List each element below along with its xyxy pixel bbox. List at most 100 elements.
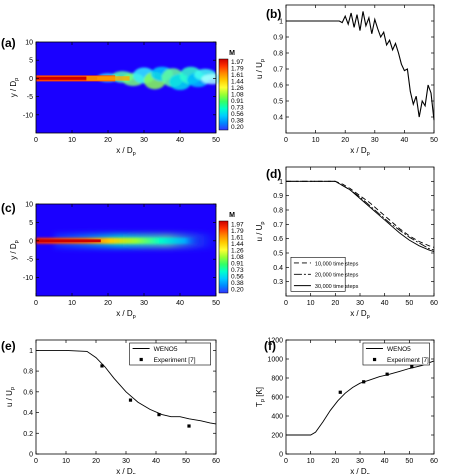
x-tick-label: 40 [401,137,409,144]
y-tick-label: 1000 [267,357,283,364]
y-tick-label: 0 [29,238,33,245]
legend: 10,000 time steps 20,000 time steps 30,000… [290,256,359,292]
colorbar-label: 1.79 [231,228,244,235]
jet-core-inner [36,239,101,243]
colorbar-title: M [229,212,235,219]
x-tick-label: 0 [284,458,288,465]
x-tick-label: 50 [430,137,438,144]
colorbar-label: 1.79 [231,66,244,73]
colorbar-label: 1.61 [231,72,244,79]
plot-area [286,5,434,133]
x-tick-label: 30 [356,458,364,465]
y-tick-label: -5 [27,257,33,264]
x-tick-label: 50 [212,137,220,144]
x-tick-label: 30 [140,300,148,307]
colorbar-label: 1.44 [231,79,244,86]
x-tick-label: 30 [371,137,379,144]
y-tick-label: -5 [27,94,33,101]
panel-e: (e) WENO5 Experiment [7] 0 10 20 30 40 50 60 1 0.8 0… [1,339,220,474]
x-axis-label: x / Dp [350,467,370,474]
colorbar-label: 1.26 [231,247,244,254]
panel-c: (c) M 1.971.791.611.441.261.080.910.730.56… [1,201,244,320]
legend-label: Experiment [7] [387,357,429,364]
legend-label: WENO5 [154,346,178,353]
colorbar-label: 1.08 [231,92,244,99]
x-tick-label: 40 [381,300,389,307]
y-axis-label: y / Dp [9,240,20,260]
x-tick-label: 0 [34,458,38,465]
experiment-marker [100,364,104,368]
x-tick-label: 50 [405,458,413,465]
panel-b: (b) 0 10 20 30 40 50 1 0.9 0.8 0.7 0.6 0.5 0.4 x / Dp u… [255,4,438,157]
jet-shear-layer [86,76,130,81]
y-axis-label: y / Dp [9,78,20,98]
colorbar-title: M [229,50,235,57]
y-tick-label: 1 [279,19,283,26]
y-tick-label: 0.7 [273,222,283,229]
y-tick-label: 0 [29,452,33,459]
x-tick-label: 0 [284,137,288,144]
colorbar-label: 0.91 [231,261,244,268]
x-tick-label: 10 [68,137,76,144]
colorbar-label: 1.08 [231,254,244,261]
colorbar-label: 0.73 [231,267,244,274]
x-axis-label: x / Dp [116,146,136,157]
y-tick-label: 800 [271,376,283,383]
colorbar-label: 0.20 [231,124,244,131]
y-tick-label: 0.8 [273,208,283,215]
y-tick-label: 0 [279,452,283,459]
y-tick-label: 0.5 [273,251,283,258]
x-tick-label: 0 [34,300,38,307]
jet-core-inner [36,77,98,80]
y-axis-label: Tp [K] [255,387,266,407]
legend-label: 10,000 time steps [315,261,359,267]
y-tick-label: -10 [23,112,33,119]
experiment-marker [187,424,191,428]
colorbar-label: 1.97 [231,221,244,228]
jet-plume [97,66,224,91]
y-tick-label: 0.4 [23,410,33,417]
x-tick-label: 60 [430,458,438,465]
x-axis-label: x / Dp [350,309,370,320]
y-tick-label: 0.4 [273,265,283,272]
x-tick-label: 30 [122,458,130,465]
y-tick-label: 0.6 [23,389,33,396]
x-tick-label: 60 [430,300,438,307]
x-axis-label: x / Dp [116,467,136,474]
x-tick-label: 20 [341,137,349,144]
colorbar-label: 0.91 [231,98,244,105]
y-axis-label: u / Up [255,59,266,79]
panel-label: (c) [1,201,16,215]
axes-frame [35,203,217,297]
x-tick-label: 50 [212,300,220,307]
x-tick-label: 60 [212,458,220,465]
y-tick-label: 0.8 [273,51,283,58]
x-tick-label: 20 [92,458,100,465]
panel-label: (a) [1,36,16,50]
panel-label: (b) [266,7,281,21]
y-tick-label: 1 [29,348,33,355]
x-tick-label: 20 [331,458,339,465]
y-tick-label: 10 [25,40,33,47]
y-tick-label: 0 [29,76,33,83]
contour-background [36,204,216,296]
axes-frame [35,41,217,134]
y-axis-label: u / Up [5,387,16,407]
experiment-marker [362,380,366,384]
contour-background [36,42,216,133]
y-tick-label: 0.4 [273,115,283,122]
x-tick-label: 20 [104,137,112,144]
x-tick-label: 10 [307,300,315,307]
x-tick-label: 40 [176,137,184,144]
colorbar [218,58,229,131]
x-tick-label: 40 [381,458,389,465]
legend-box [129,342,211,366]
colorbar-label: 0.20 [231,287,244,294]
panel-a: (a) M 1.971.791.611.441.261.080.910.730.56… [1,36,244,157]
x-tick-label: 50 [182,458,190,465]
panel-f: (f) WENO5 Experiment [7] 0 10 20 30 40 50 60 1200 1… [255,338,438,474]
colorbar-label: 0.56 [231,274,244,281]
x-tick-label: 20 [331,300,339,307]
x-tick-label: 30 [140,137,148,144]
series-line [286,180,435,253]
